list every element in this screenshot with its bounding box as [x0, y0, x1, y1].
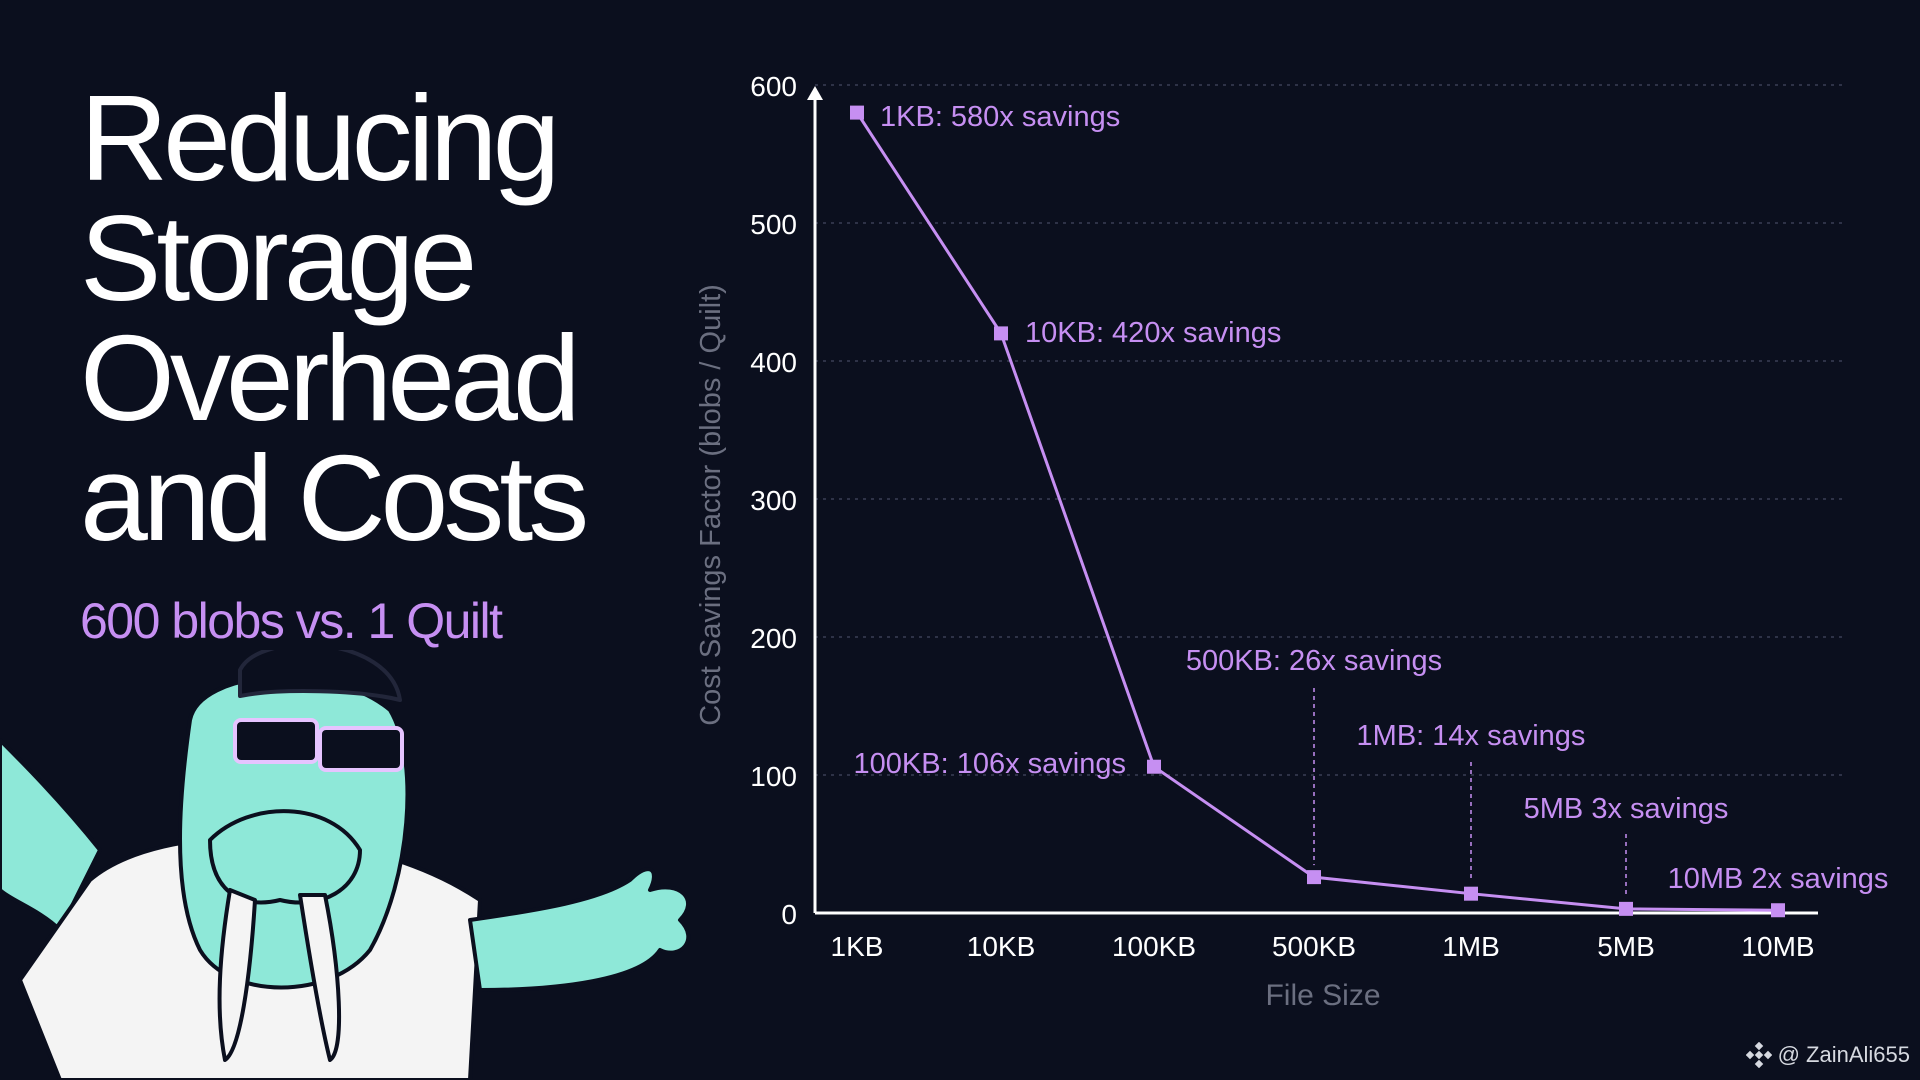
data-point — [1619, 901, 1633, 916]
y-axis-label: Cost Savings Factor (blobs / Quilt) — [695, 284, 727, 726]
data-point — [850, 105, 864, 120]
data-annotation: 10MB 2x savings — [1668, 863, 1889, 895]
walrus-right-tusk — [298, 893, 342, 1062]
headline-line: Storage — [80, 190, 477, 326]
data-markers — [850, 105, 1785, 918]
subtitle: 600 blobs vs. 1 Quilt — [80, 593, 503, 649]
annotations: 1KB: 580x savings 10KB: 420x savings 100KB… — [854, 101, 1889, 895]
y-tick-label: 100 — [750, 761, 797, 792]
binance-diamond-icon — [1745, 1042, 1772, 1068]
y-tick-label: 400 — [750, 347, 797, 378]
watermark-handle: @ ZainAli655 — [1777, 1042, 1910, 1067]
y-tick-label: 300 — [750, 485, 797, 516]
data-point — [1771, 903, 1785, 918]
headline: Reducing Storage Overhead and Costs — [80, 70, 680, 566]
walrus-left-tusk — [217, 888, 257, 1062]
x-tick-label: 100KB — [1112, 931, 1196, 962]
walrus-beanie — [238, 650, 402, 702]
series-line — [855, 111, 1779, 912]
data-annotation: 1KB: 580x savings — [880, 101, 1120, 133]
x-tick-label: 10MB — [1741, 931, 1814, 962]
data-point — [1464, 886, 1478, 901]
x-tick-labels: 1KB 10KB 100KB 500KB 1MB 5MB 10MB — [831, 931, 1815, 962]
data-annotation: 100KB: 106x savings — [854, 748, 1126, 780]
gridlines — [815, 84, 1842, 776]
x-tick-label: 1KB — [831, 931, 884, 962]
data-annotation: 500KB: 26x savings — [1186, 645, 1442, 677]
sunglasses-right-lens — [318, 726, 404, 772]
headline-line: and Costs — [80, 430, 589, 566]
y-tick-labels: 0 100 200 300 400 500 600 — [750, 71, 797, 930]
x-axis-label: File Size — [1265, 979, 1380, 1012]
headline-line: Reducing — [80, 70, 560, 206]
data-annotation: 5MB 3x savings — [1524, 793, 1729, 825]
walrus-right-flipper — [468, 867, 691, 992]
walrus-mascot-illustration — [0, 650, 691, 1080]
data-point — [1307, 870, 1321, 885]
x-tick-label: 5MB — [1597, 931, 1655, 962]
walrus-left-flipper — [0, 738, 102, 932]
y-axis-arrow-icon — [807, 86, 823, 100]
watermark: @ ZainAli655 — [1745, 1042, 1910, 1068]
annotation-leaders — [1313, 688, 1627, 897]
data-annotation: 1MB: 14x savings — [1357, 720, 1586, 752]
x-tick-label: 10KB — [967, 931, 1036, 962]
y-tick-label: 500 — [750, 209, 797, 240]
y-tick-label: 600 — [750, 71, 797, 102]
data-annotation: 10KB: 420x savings — [1025, 317, 1281, 349]
headline-line: Overhead — [80, 310, 581, 446]
y-tick-label: 0 — [781, 899, 797, 930]
sunglasses-left-lens — [233, 718, 319, 764]
x-tick-label: 500KB — [1272, 931, 1356, 962]
x-tick-label: 1MB — [1442, 931, 1500, 962]
data-point — [994, 326, 1008, 341]
y-tick-label: 200 — [750, 623, 797, 654]
data-point — [1147, 759, 1161, 774]
